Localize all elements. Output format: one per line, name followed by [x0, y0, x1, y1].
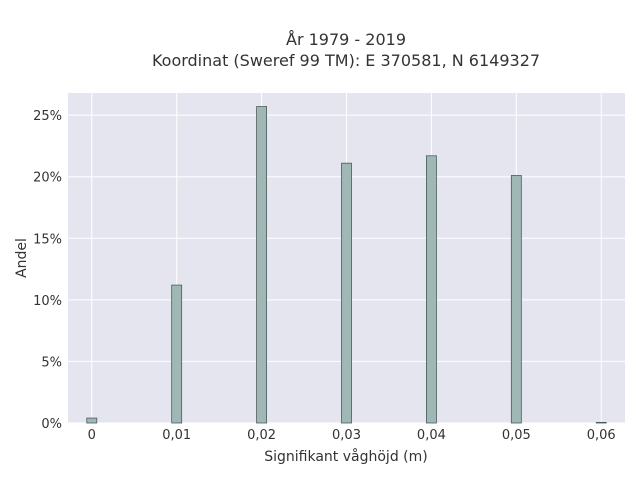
bar [256, 106, 267, 424]
y-tick-label: 5% [41, 355, 62, 370]
bar [595, 421, 607, 424]
chart-title-line-1: År 1979 - 2019 [286, 30, 406, 49]
x-axis-ticks: 0 0,01 0,02 0,03 0,04 0,05 0,06 [88, 428, 616, 443]
x-tick-label: 0,02 [247, 428, 276, 443]
bars [86, 106, 607, 424]
x-tick-label: 0,05 [502, 428, 531, 443]
bar [426, 155, 437, 424]
bar [510, 175, 522, 424]
y-axis-label: Andel [14, 238, 30, 278]
x-tick-label: 0,06 [587, 428, 616, 443]
y-tick-label: 15% [33, 232, 62, 247]
y-tick-label: 20% [33, 171, 62, 186]
x-tick-label: 0,03 [332, 428, 361, 443]
y-axis-ticks: 0% 5% 10% 15% 20% 25% [33, 109, 62, 432]
bar [86, 417, 98, 424]
y-tick-label: 10% [33, 294, 62, 309]
bar [341, 162, 352, 424]
bar [171, 284, 183, 424]
y-tick-label: 0% [41, 417, 62, 432]
x-tick-label: 0,01 [162, 428, 191, 443]
y-tick-label: 25% [33, 109, 62, 124]
x-tick-label: 0 [88, 428, 96, 443]
chart-title-line-2: Koordinat (Sweref 99 TM): E 370581, N 61… [152, 51, 540, 70]
x-tick-label: 0,04 [417, 428, 446, 443]
x-axis-label: Signifikant våghöjd (m) [264, 448, 427, 465]
